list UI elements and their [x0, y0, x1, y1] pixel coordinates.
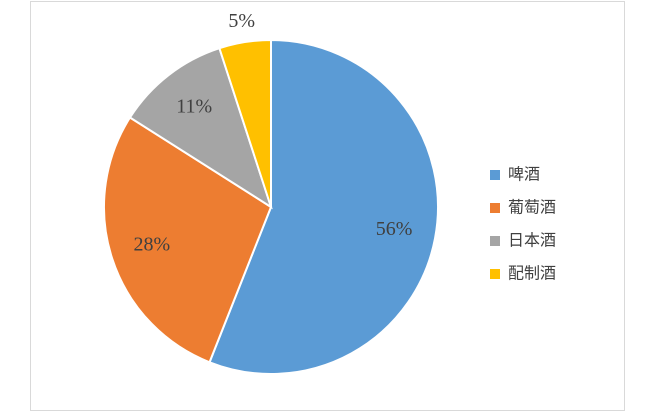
- data-label: 28%: [134, 233, 171, 255]
- pie-slice: [103, 116, 273, 364]
- legend-key: [490, 269, 500, 279]
- legend-label: 啤酒: [508, 165, 540, 184]
- legend-label: 日本酒: [508, 231, 556, 250]
- pie-slice: [218, 38, 272, 208]
- legend-label: 配制酒: [508, 264, 556, 283]
- legend-key: [490, 236, 500, 246]
- legend-label: 葡萄酒: [508, 198, 556, 217]
- data-label: 5%: [228, 10, 255, 32]
- pie-slice: [128, 46, 273, 210]
- data-label: 56%: [376, 218, 413, 240]
- legend-key: [490, 203, 500, 213]
- pie-slice: [208, 38, 439, 375]
- legend-key: [490, 170, 500, 180]
- data-label: 11%: [176, 96, 212, 118]
